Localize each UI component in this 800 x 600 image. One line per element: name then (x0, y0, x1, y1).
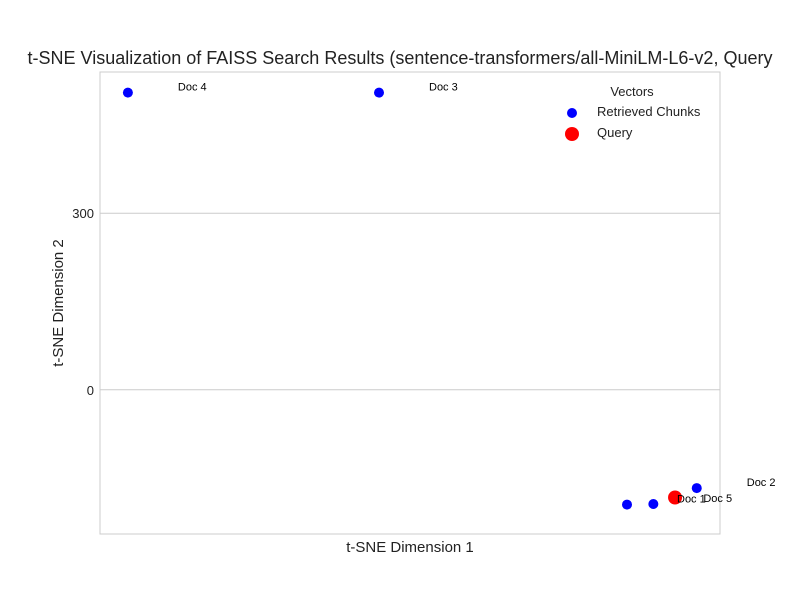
point-doc-3 (374, 87, 384, 98)
legend-label-retrieved-chunks: Retrieved Chunks (597, 104, 701, 119)
data-points (122, 87, 702, 510)
legend: Vectors Retrieved Chunks Query (565, 84, 701, 141)
y-axis-label: t-SNE Dimension 2 (50, 239, 67, 367)
legend-marker-retrieved-chunks (567, 108, 577, 118)
y-tick-label-300: 300 (72, 206, 94, 221)
x-axis-label: t-SNE Dimension 1 (346, 539, 474, 556)
point-label-doc-3: Doc 3 (429, 82, 458, 94)
plot-background (100, 72, 720, 534)
grid (100, 212, 720, 391)
point-doc-2 (691, 483, 702, 494)
plot-frame (99, 71, 721, 535)
point-doc-5 (648, 498, 659, 509)
point-query (668, 490, 683, 505)
point-label-doc-2: Doc 2 (747, 477, 776, 489)
legend-title: Vectors (610, 84, 654, 99)
point-doc-4 (122, 87, 133, 98)
y-tick-label-0: 0 (87, 383, 94, 398)
legend-marker-query (565, 127, 579, 141)
point-label-doc-4: Doc 4 (178, 82, 207, 94)
point-doc-1 (622, 499, 632, 510)
chart-title: t-SNE Visualization of FAISS Search Resu… (28, 48, 773, 68)
point-label-doc-1: Doc 1 (677, 494, 706, 506)
tick-labels: 0 300 (72, 206, 94, 398)
point-label-doc-5: Doc 5 (703, 493, 732, 505)
legend-label-query: Query (597, 125, 633, 140)
